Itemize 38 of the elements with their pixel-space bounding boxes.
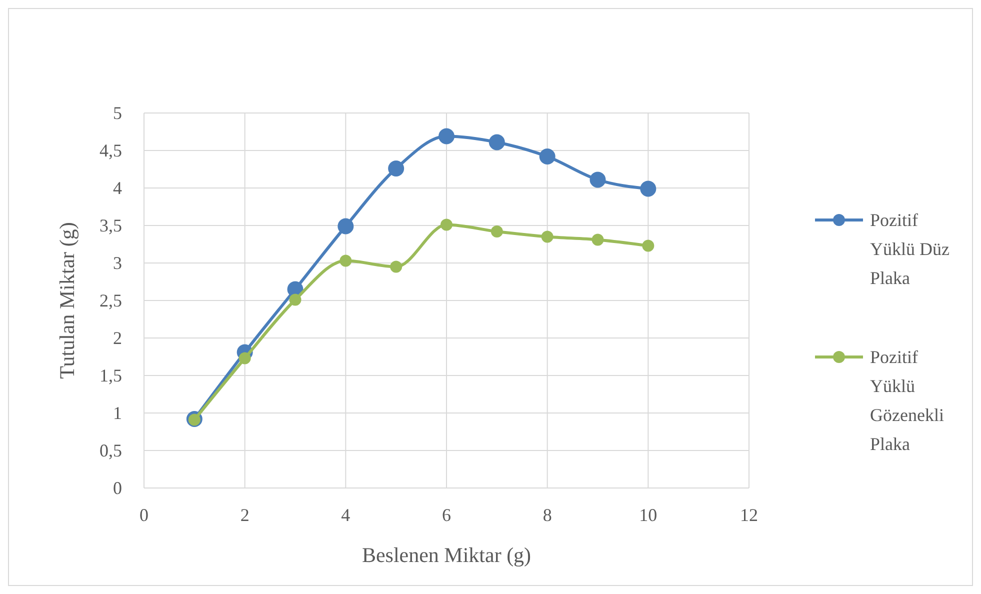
y-tick-label: 3	[113, 253, 122, 273]
point	[440, 218, 452, 231]
point	[541, 230, 554, 243]
point	[289, 294, 302, 306]
y-axis-title: Tutulan Miktar (g)	[55, 222, 79, 379]
y-tick-label: 3,5	[100, 216, 122, 236]
x-tick-label: 12	[740, 505, 758, 525]
point	[338, 218, 354, 234]
x-axis-title: Beslenen Miktar (g)	[362, 543, 532, 567]
y-tick-label: 5	[113, 103, 122, 123]
point	[640, 180, 656, 197]
legend-label: Pozitif Yüklü Gözenekli Plaka	[870, 347, 944, 454]
y-tick-label: 4	[113, 178, 122, 198]
y-tick-label: 4,5	[100, 140, 122, 160]
x-tick-label: 10	[639, 505, 658, 525]
point	[592, 234, 604, 246]
legend-label: Pozitif Yüklü Düz Plaka	[870, 210, 950, 288]
y-tick-label: 1,5	[100, 366, 122, 386]
x-tick-label: 4	[341, 505, 350, 525]
point	[539, 148, 556, 164]
point	[438, 128, 454, 144]
x-tick-label: 0	[140, 505, 148, 525]
y-tick-label: 2,5	[100, 290, 122, 310]
point	[590, 172, 606, 188]
x-tick-label: 8	[542, 505, 552, 525]
x-tick-label: 2	[240, 505, 250, 525]
point	[388, 160, 404, 176]
y-tick-label: 0,5	[100, 440, 122, 460]
y-tick-label: 0	[113, 478, 122, 498]
point	[238, 352, 251, 364]
point	[488, 134, 505, 150]
point	[390, 260, 402, 273]
y-tick-label: 2	[113, 328, 122, 348]
y-tick-label: 1	[113, 403, 122, 423]
x-tick-label: 6	[442, 505, 451, 525]
point	[642, 240, 654, 252]
point	[340, 254, 352, 267]
point	[490, 226, 503, 238]
